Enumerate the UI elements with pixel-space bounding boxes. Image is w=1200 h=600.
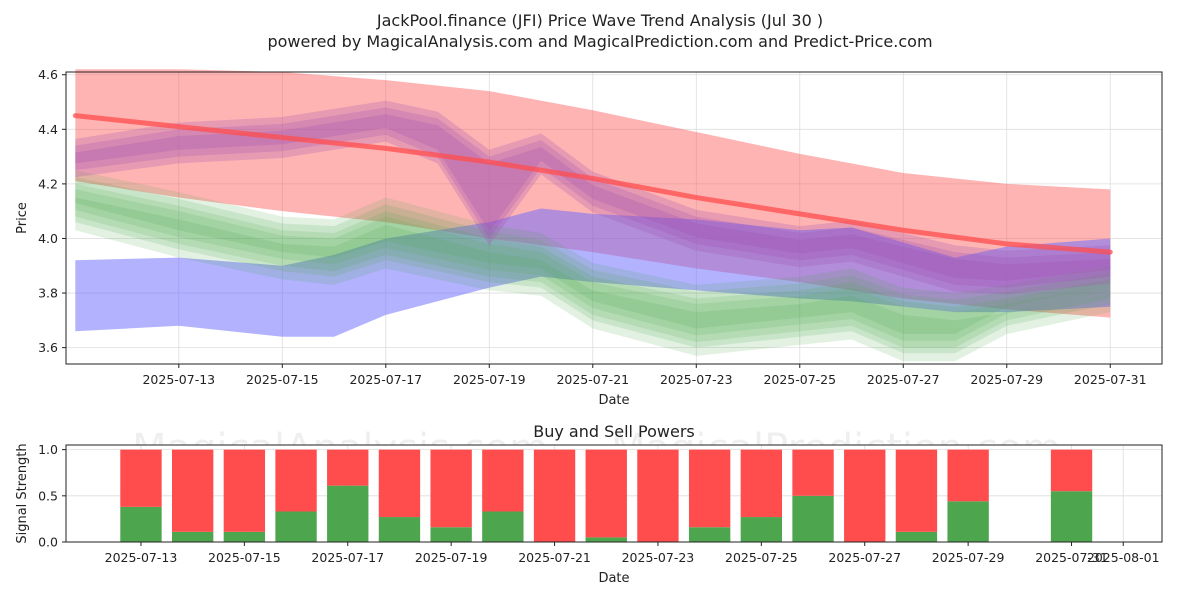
buy-bar <box>430 527 472 542</box>
sell-bar <box>378 449 421 518</box>
buy-bar <box>947 501 989 542</box>
sell-bar <box>327 449 369 486</box>
bar-x-tick-label: 2025-07-29 <box>932 550 1005 565</box>
x-tick-label: 2025-07-27 <box>867 372 940 387</box>
buy-bar <box>327 485 369 542</box>
sell-bar <box>947 449 989 502</box>
buy-bar <box>740 517 783 542</box>
y-tick-label: 4.4 <box>38 122 58 137</box>
y-tick-label: 4.2 <box>38 176 58 191</box>
buy-bar <box>171 531 214 542</box>
buy-bar <box>1050 491 1093 542</box>
red-trend-line <box>72 113 1113 255</box>
buy-bar <box>223 531 266 542</box>
x-tick-label: 2025-07-15 <box>246 372 319 387</box>
sell-bar <box>895 449 938 532</box>
price-wave-chart: 2025-07-13 2025-07-15 2025-07-17 2025-07-19… <box>15 67 1163 408</box>
y-tick-label: 4.6 <box>38 67 58 82</box>
sell-bar <box>844 449 886 542</box>
plot-frame <box>65 71 1163 365</box>
sell-bar <box>1050 449 1093 492</box>
bar-x-tick-label: 2025-07-21 <box>518 550 591 565</box>
x-tick-label: 2025-07-31 <box>1074 372 1147 387</box>
green-band-0 <box>75 197 1111 362</box>
buy-bar <box>688 527 731 542</box>
sell-bar <box>585 449 627 538</box>
bar-y-tick-label: 0.5 <box>38 488 58 503</box>
x-tick-label: 2025-07-25 <box>763 372 836 387</box>
sell-bar <box>482 449 524 512</box>
bar-x-tick-label: 2025-07-13 <box>105 550 178 565</box>
bar-plot-frame <box>65 444 1163 543</box>
sell-bar <box>171 449 214 532</box>
buy-bar <box>275 511 317 542</box>
buy-sell-chart: 2025-07-13 2025-07-15 2025-07-17 2025-07-19… <box>15 422 1163 586</box>
buy-bar <box>378 517 421 542</box>
green-band-1 <box>75 189 1111 354</box>
sell-bar <box>792 449 834 496</box>
purple-band-0 <box>75 114 1111 295</box>
bar-x-axis-label: Date <box>598 571 629 586</box>
bar-x-tick-label: 2025-07-23 <box>622 550 695 565</box>
bar-y-tick-label: 1.0 <box>38 442 58 457</box>
x-tick-label: 2025-07-29 <box>970 372 1043 387</box>
bar-y-tick-label: 0.0 <box>38 535 58 550</box>
green-band-3 <box>75 177 1111 341</box>
purple-band-2 <box>75 100 1111 281</box>
y-tick-label: 3.8 <box>38 286 58 301</box>
green-band-4 <box>75 170 1111 334</box>
buy-bar <box>482 511 524 542</box>
sell-bar <box>120 449 162 507</box>
sell-bar <box>688 449 731 528</box>
x-axis-label: Date <box>598 393 629 408</box>
x-tick-label: 2025-07-21 <box>556 372 629 387</box>
y-axis-label: Price <box>15 202 30 234</box>
chart-subtitle: powered by MagicalAnalysis.com and Magic… <box>267 32 932 51</box>
x-tick-label: 2025-07-19 <box>453 372 526 387</box>
x-tick-label: 2025-07-13 <box>142 372 215 387</box>
bar-x-tick-label: 2025-08-01 <box>1087 550 1160 565</box>
x-tick-label: 2025-07-23 <box>660 372 733 387</box>
bar-x-tick-label: 2025-07-19 <box>415 550 488 565</box>
chart-title: JackPool.finance (JFI) Price Wave Trend … <box>376 11 823 30</box>
sell-bar <box>533 449 576 542</box>
bar-x-tick-label: 2025-07-25 <box>725 550 798 565</box>
buy-bar <box>585 537 627 542</box>
green-band-2 <box>75 183 1111 348</box>
y-tick-label: 3.6 <box>38 340 58 355</box>
bar-chart-title: Buy and Sell Powers <box>533 422 695 441</box>
bar-x-tick-label: 2025-07-17 <box>311 550 384 565</box>
buy-bar <box>120 506 162 542</box>
buy-bar <box>792 495 834 542</box>
bar-x-tick-label: 2025-07-31 <box>1035 550 1108 565</box>
blue-band <box>75 208 1111 337</box>
bar-x-tick-label: 2025-07-15 <box>208 550 281 565</box>
sell-bar <box>637 449 679 542</box>
buy-bar <box>895 531 938 542</box>
y-tick-label: 4.0 <box>38 231 58 246</box>
x-tick-label: 2025-07-17 <box>349 372 422 387</box>
bar-y-axis-label: Signal Strength <box>15 443 30 543</box>
bar-x-tick-label: 2025-07-27 <box>828 550 901 565</box>
purple-band-1 <box>75 107 1111 288</box>
sell-bar <box>740 449 783 518</box>
sell-bar <box>275 449 317 512</box>
sell-bar <box>223 449 266 532</box>
sell-bar <box>430 449 472 528</box>
